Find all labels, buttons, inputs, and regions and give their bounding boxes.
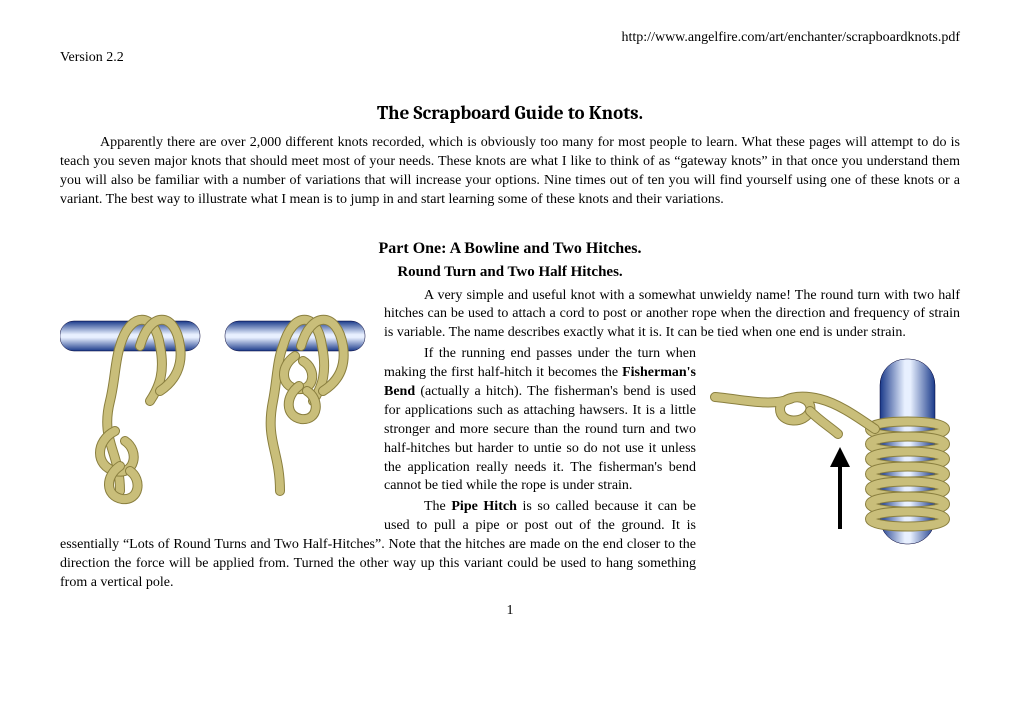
pipe-hitch-term: Pipe Hitch [451, 499, 516, 514]
pipe-hitch-illustration [710, 349, 960, 554]
intro-paragraph: Apparently there are over 2,000 differen… [60, 134, 960, 210]
p2-text-c: (actually a hitch). The fisherman's bend… [384, 384, 696, 493]
document-page: http://www.angelfire.com/art/enchanter/s… [0, 0, 1020, 629]
sub-title: Round Turn and Two Half Hitches. [60, 264, 960, 281]
source-url: http://www.angelfire.com/art/enchanter/s… [60, 30, 960, 46]
content-block: A very simple and useful knot with a som… [60, 287, 960, 595]
round-turn-illustration [60, 291, 370, 526]
version-label: Version 2.2 [60, 50, 960, 66]
page-title: The Scrapboard Guide to Knots. [60, 102, 960, 124]
p3-text-a: The [424, 499, 451, 514]
part-title: Part One: A Bowline and Two Hitches. [60, 240, 960, 258]
page-number: 1 [60, 603, 960, 619]
